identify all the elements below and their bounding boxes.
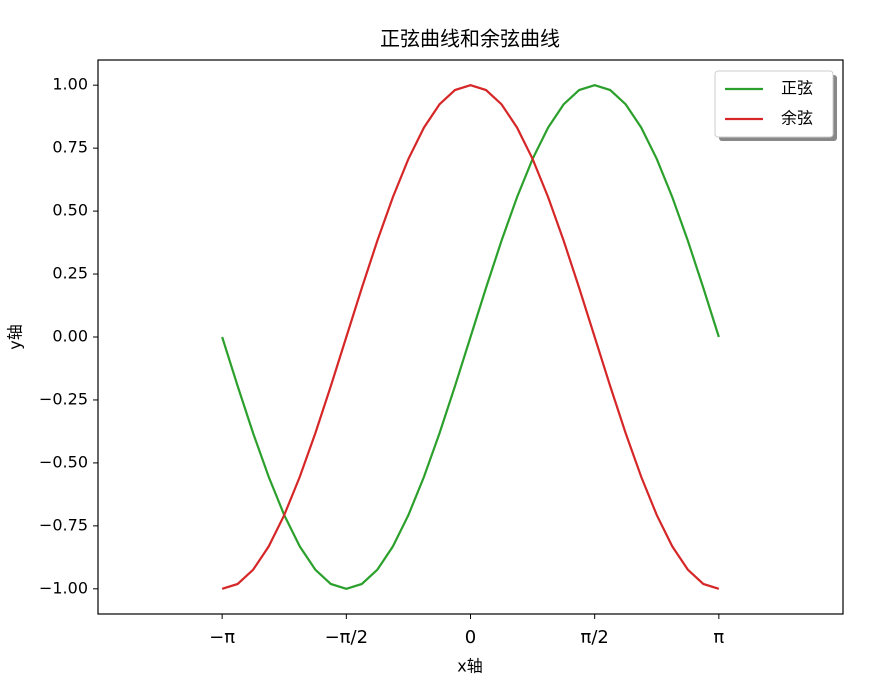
y-tick-label: 0.50 bbox=[52, 201, 88, 220]
y-tick-label: −0.50 bbox=[39, 452, 88, 471]
chart-title: 正弦曲线和余弦曲线 bbox=[380, 27, 560, 51]
x-tick-label: −π/2 bbox=[325, 627, 368, 648]
x-tick-label: 0 bbox=[465, 627, 476, 648]
line-series bbox=[221, 84, 720, 590]
x-tick-label: π bbox=[713, 627, 724, 648]
legend-box bbox=[714, 70, 834, 138]
y-tick-label: −0.75 bbox=[39, 515, 88, 534]
y-tick-label: 0.25 bbox=[52, 264, 88, 283]
line-series bbox=[221, 84, 720, 590]
y-tick-label: 0.75 bbox=[52, 138, 88, 157]
y-tick-label: 1.00 bbox=[52, 75, 88, 94]
x-axis-label: x轴 bbox=[457, 657, 482, 676]
y-tick-label: −0.25 bbox=[39, 389, 88, 408]
legend-label: 余弦 bbox=[781, 109, 813, 128]
plot-frame bbox=[97, 59, 844, 615]
y-tick-label: −1.00 bbox=[39, 578, 88, 597]
x-tick-label: π/2 bbox=[580, 627, 608, 648]
y-axis-label: y轴 bbox=[6, 324, 25, 349]
x-tick-label: −π bbox=[209, 627, 235, 648]
legend-label: 正弦 bbox=[781, 79, 813, 98]
y-tick-label: 0.00 bbox=[52, 327, 88, 346]
